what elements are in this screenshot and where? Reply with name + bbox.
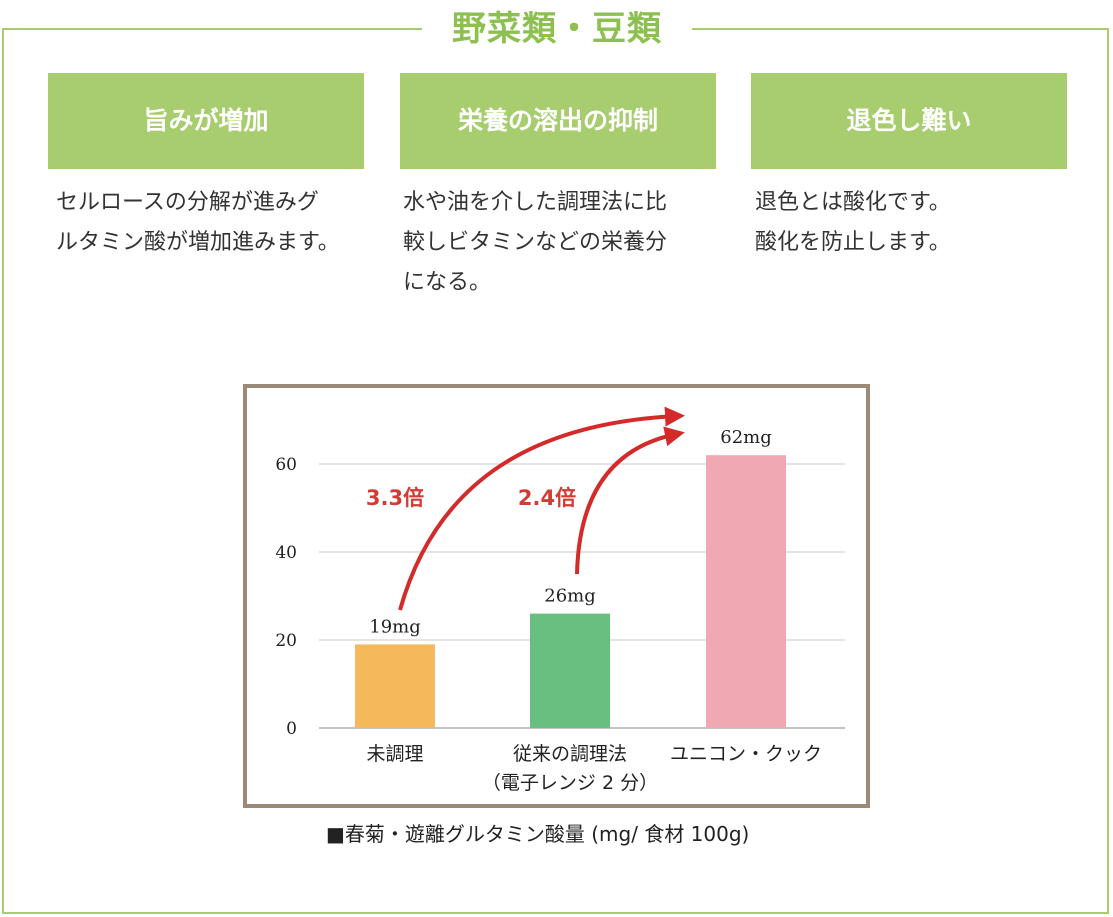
y-tick-label: 40 [275, 543, 297, 563]
text-line: 水や油を介した調理法に比 [403, 190, 668, 215]
y-tick-label: 20 [275, 631, 297, 651]
text-line: 退色とは酸化です。 [755, 190, 951, 215]
growth-annotation-label: 2.4倍 [518, 486, 576, 510]
bar [706, 455, 786, 728]
feature-heading-color: 退色し難い [751, 73, 1067, 169]
text-line: 酸化を防止します。 [755, 230, 951, 255]
x-category-label: 従来の調理法 [513, 743, 627, 765]
growth-arrow [398, 406, 685, 611]
text-line: になる。 [403, 270, 492, 295]
glutamic-acid-bar-chart: 0 20 40 60 19mg 未調理 26mg 従来の調理法 （電子レンジ 2 分） 62mg ユ… [275, 406, 845, 794]
data-label: 19mg [369, 616, 421, 637]
feature-heading-umami: 旨みが増加 [48, 73, 364, 169]
bar [530, 613, 610, 728]
x-category-label: 未調理 [366, 743, 423, 765]
text-line: 較しビタミンなどの栄養分 [403, 230, 668, 255]
y-tick-label: 60 [275, 455, 297, 475]
x-category-label: （電子レンジ 2 分） [482, 772, 658, 794]
feature-text-nutrient: 水や油を介した調理法に比 較しビタミンなどの栄養分 になる。 [403, 183, 728, 303]
feature-text-color: 退色とは酸化です。 酸化を防止します。 [755, 183, 1080, 263]
text-line: セルロースの分解が進みグ [56, 190, 319, 215]
data-label: 62mg [720, 427, 772, 448]
section-title: 野菜類・豆類 [422, 4, 692, 54]
x-category-label: ユニコン・クック [670, 743, 822, 765]
y-tick-label: 0 [286, 719, 297, 739]
growth-arrow [575, 426, 685, 575]
chart-caption: ■春菊・遊離グルタミン酸量 (mg/ 食材 100g) [326, 822, 750, 846]
feature-text-umami: セルロースの分解が進みグ ルタミン酸が増加進みます。 [56, 183, 381, 263]
growth-annotation-label: 3.3倍 [366, 486, 424, 510]
feature-heading-nutrient: 栄養の溶出の抑制 [400, 73, 716, 169]
chart-container: 0 20 40 60 19mg 未調理 26mg 従来の調理法 （電子レンジ 2 分） 62mg ユ… [243, 384, 870, 808]
bar [355, 644, 435, 728]
text-line: ルタミン酸が増加進みます。 [56, 230, 340, 255]
data-label: 26mg [544, 586, 596, 607]
